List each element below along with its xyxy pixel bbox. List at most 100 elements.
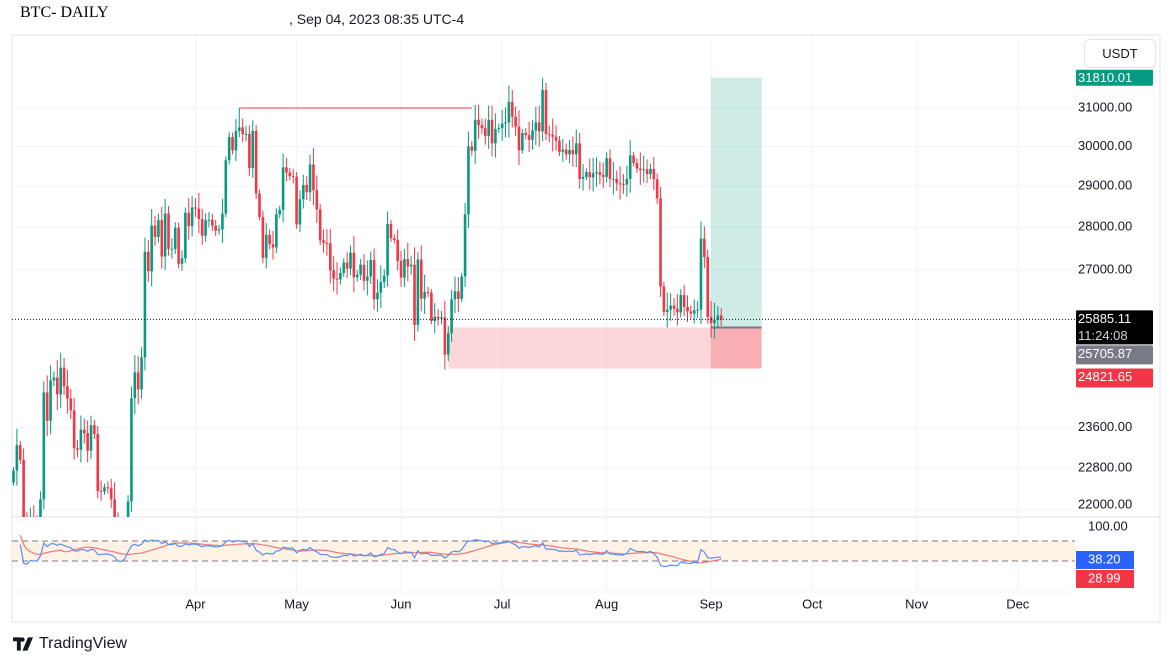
candle-body <box>470 146 474 151</box>
candle-body <box>325 242 329 244</box>
candle-body <box>605 158 608 177</box>
time-tick-label: May <box>284 596 309 611</box>
candle-body <box>426 291 430 293</box>
candle-body <box>662 286 666 312</box>
candle-body <box>574 143 578 155</box>
candle-body <box>56 377 59 395</box>
candle-body <box>312 164 315 191</box>
entry-price-label: 25705.87 <box>1078 346 1132 361</box>
candle-body <box>487 119 490 136</box>
candle-body <box>564 149 568 155</box>
candle-body <box>682 294 686 307</box>
candle-body <box>82 429 86 434</box>
candle-body <box>393 238 396 240</box>
candle-body <box>635 162 639 169</box>
candle-body <box>15 445 19 471</box>
candles <box>12 77 723 517</box>
chart-timestamp: , Sep 04, 2023 08:35 UTC-4 <box>289 11 465 27</box>
candle-body <box>268 234 271 245</box>
candle-body <box>436 316 440 319</box>
candle-body <box>271 244 275 248</box>
candle-body <box>150 225 153 272</box>
candle-body <box>473 119 477 151</box>
time-tick-label: Jun <box>391 596 412 611</box>
candle-body <box>665 309 669 312</box>
position-stop-zone <box>711 327 762 369</box>
candle-body <box>430 292 433 321</box>
candle-body <box>318 209 322 241</box>
candle-body <box>194 207 197 209</box>
candle-body <box>467 146 470 215</box>
candle-body <box>180 258 184 264</box>
candle-body <box>652 168 656 180</box>
candle-body <box>93 425 96 435</box>
rsi-band <box>12 541 1075 561</box>
candle-body <box>241 127 244 134</box>
candle-body <box>558 140 561 152</box>
price-tick-label: 22800.00 <box>1078 460 1132 475</box>
candle-body <box>649 168 652 175</box>
candle-body <box>379 282 383 293</box>
time-tick-label: Jul <box>494 596 511 611</box>
candle-body <box>298 199 302 225</box>
rsi-ma-value-bg <box>1076 570 1134 588</box>
candle-body <box>86 433 89 451</box>
candle-body <box>264 234 268 258</box>
candle-body <box>554 136 558 141</box>
candle-body <box>130 398 133 502</box>
support-zone <box>448 327 762 369</box>
candle-body <box>585 172 588 177</box>
candle-body <box>679 294 683 313</box>
rsi-line <box>19 539 722 568</box>
candle-body <box>12 470 15 483</box>
rsi-value-bg <box>1076 551 1134 569</box>
tradingview-wordmark: TradingView <box>39 635 128 652</box>
candle-body <box>359 264 362 275</box>
candle-body <box>409 264 413 267</box>
candle-body <box>450 299 453 334</box>
candle-body <box>716 315 720 321</box>
candle-body <box>231 137 234 151</box>
candle-body <box>382 275 386 283</box>
candle-body <box>147 251 150 272</box>
candle-body <box>510 101 514 117</box>
candle-body <box>514 116 517 127</box>
candle-body <box>709 316 713 324</box>
candle-body <box>103 487 106 492</box>
candle-body <box>190 207 194 227</box>
candle-body <box>153 225 157 237</box>
candle-body <box>362 264 366 281</box>
candle-body <box>126 501 130 517</box>
candle-body <box>477 119 480 126</box>
candle-body <box>335 278 339 280</box>
candle-body <box>531 130 534 140</box>
target-price-label-bg <box>1076 69 1153 86</box>
candle-body <box>244 133 248 135</box>
candle-body <box>494 128 497 144</box>
candle-body <box>113 499 116 517</box>
candle-body <box>291 176 295 178</box>
rsi-top-label: 100.00 <box>1088 518 1128 533</box>
time-tick-label: Aug <box>595 596 618 611</box>
candle-body <box>109 488 113 500</box>
candle-body <box>62 367 66 387</box>
candle-body <box>615 178 619 184</box>
position-target-zone <box>711 77 762 328</box>
candle-body <box>618 183 622 185</box>
candle-body <box>352 252 356 278</box>
tradingview-logo[interactable]: TradingView <box>13 635 127 653</box>
candle-body <box>366 276 369 281</box>
candle-body <box>578 143 581 179</box>
currency-button[interactable]: USDT <box>1084 39 1156 68</box>
rsi-value-label: 38.20 <box>1088 551 1121 566</box>
candle-body <box>696 309 699 311</box>
candle-body <box>322 240 325 243</box>
candle-body <box>66 386 69 399</box>
candle-body <box>207 219 211 221</box>
candle-body <box>42 392 46 500</box>
candle-body <box>534 122 538 131</box>
candle-body <box>642 169 645 171</box>
candle-body <box>413 264 416 326</box>
candle-body <box>52 377 56 381</box>
